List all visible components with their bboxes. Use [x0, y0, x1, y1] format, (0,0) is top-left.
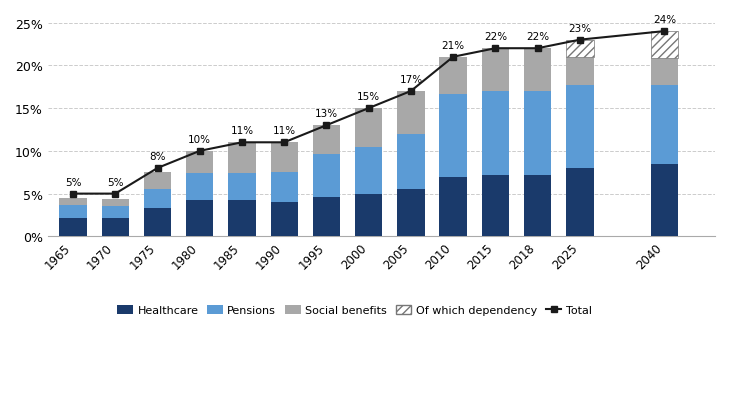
- Bar: [186, 151, 213, 174]
- Bar: [566, 40, 593, 58]
- Bar: [397, 92, 425, 135]
- Text: 5%: 5%: [65, 177, 81, 187]
- Bar: [524, 49, 551, 92]
- Legend: Healthcare, Pensions, Social benefits, Of which dependency, Total: Healthcare, Pensions, Social benefits, O…: [113, 301, 596, 320]
- Bar: [271, 143, 298, 173]
- Text: 11%: 11%: [273, 126, 296, 136]
- Bar: [439, 58, 467, 94]
- Bar: [101, 206, 129, 219]
- Bar: [650, 86, 678, 164]
- Bar: [144, 209, 172, 237]
- Text: 5%: 5%: [107, 177, 123, 187]
- Bar: [355, 109, 383, 148]
- Text: 10%: 10%: [188, 135, 211, 144]
- Bar: [439, 94, 467, 178]
- Bar: [650, 32, 678, 58]
- Bar: [566, 58, 593, 86]
- Text: 21%: 21%: [442, 41, 465, 51]
- Text: 24%: 24%: [653, 15, 676, 25]
- Text: 15%: 15%: [357, 92, 380, 102]
- Bar: [524, 92, 551, 175]
- Text: 8%: 8%: [150, 152, 166, 162]
- Bar: [59, 218, 87, 237]
- Bar: [524, 175, 551, 237]
- Bar: [144, 190, 172, 209]
- Bar: [397, 135, 425, 190]
- Bar: [186, 174, 213, 201]
- Text: 22%: 22%: [526, 32, 549, 42]
- Bar: [101, 219, 129, 237]
- Bar: [59, 198, 87, 205]
- Bar: [439, 178, 467, 237]
- Bar: [312, 126, 340, 155]
- Bar: [144, 173, 172, 190]
- Bar: [482, 92, 509, 175]
- Bar: [59, 205, 87, 218]
- Text: 17%: 17%: [399, 75, 423, 85]
- Text: 13%: 13%: [315, 109, 338, 119]
- Text: 11%: 11%: [231, 126, 253, 136]
- Bar: [271, 203, 298, 237]
- Bar: [312, 198, 340, 237]
- Bar: [186, 201, 213, 237]
- Bar: [271, 173, 298, 203]
- Bar: [482, 49, 509, 92]
- Text: 22%: 22%: [484, 32, 507, 42]
- Bar: [397, 190, 425, 237]
- Bar: [566, 169, 593, 237]
- Bar: [312, 155, 340, 198]
- Bar: [482, 175, 509, 237]
- Bar: [228, 201, 256, 237]
- Bar: [228, 174, 256, 201]
- Bar: [101, 199, 129, 206]
- Bar: [355, 195, 383, 237]
- Bar: [355, 148, 383, 195]
- Bar: [650, 58, 678, 86]
- Bar: [566, 86, 593, 169]
- Bar: [228, 143, 256, 174]
- Text: 23%: 23%: [568, 24, 591, 34]
- Bar: [650, 164, 678, 237]
